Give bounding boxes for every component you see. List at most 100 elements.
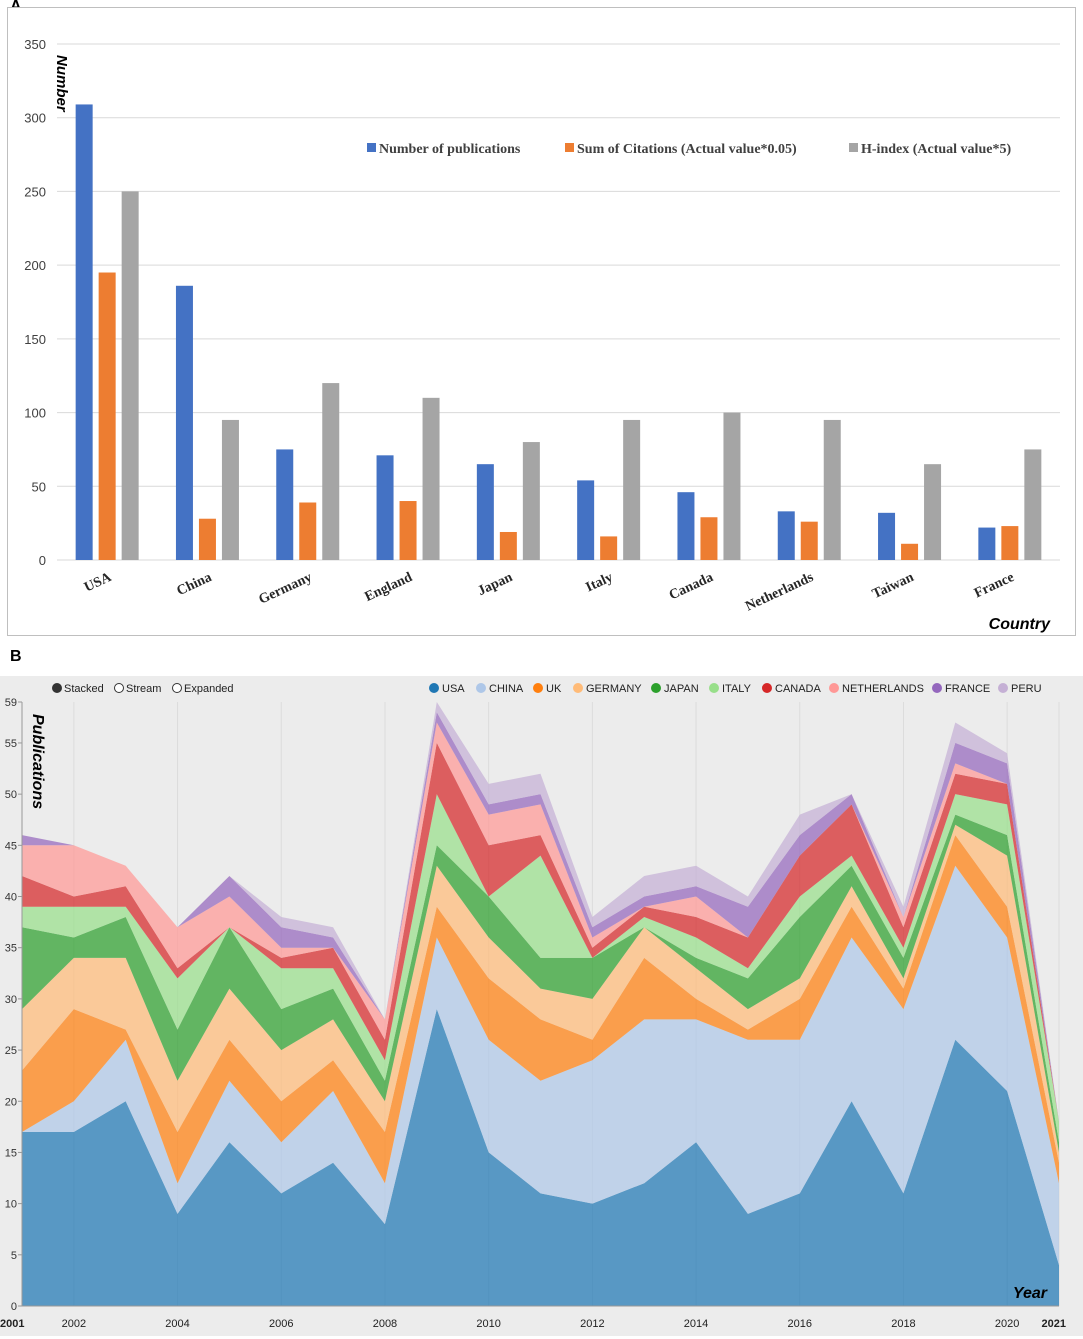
bar-hindex-china (221, 419, 239, 560)
legend-dot-germany[interactable] (573, 683, 583, 693)
legend-label-italy[interactable]: ITALY (722, 683, 752, 695)
y-tick-label: 0 (39, 553, 46, 568)
area-germany[interactable] (22, 824, 1059, 1163)
y-tick-label: 20 (5, 1096, 17, 1108)
y-tick-label: 15 (5, 1147, 17, 1159)
y-tick-label: 5 (11, 1250, 17, 1262)
legend-label-netherlands[interactable]: NETHERLANDS (842, 683, 924, 695)
y-tick-label: 250 (24, 184, 46, 199)
stacked-area-chart: 0 5 10 15 20 25 30 35 40 45 50 55 59 2001 2002 2004 2006… (0, 676, 1083, 1336)
x-tick-label: England (363, 570, 415, 605)
bar-number-netherlands (777, 511, 795, 560)
x-tick-label: 2006 (269, 1318, 293, 1330)
bar-number-japan (476, 464, 494, 560)
mode-label-stacked[interactable]: Stacked (64, 683, 104, 695)
x-tick-label: Italy (584, 570, 616, 595)
bar-hindex-england (422, 397, 440, 560)
x-tick-label: China (175, 570, 214, 599)
bar-sum-italy (600, 536, 618, 560)
x-tick-label: 2012 (580, 1318, 604, 1330)
legend-label-china[interactable]: CHINA (489, 683, 524, 695)
legend-dot-italy[interactable] (709, 683, 719, 693)
area-italy[interactable] (22, 794, 1059, 1143)
x-tick-label: France (972, 570, 1016, 601)
legend-dot-netherlands[interactable] (829, 683, 839, 693)
legend-dot-uk[interactable] (533, 683, 543, 693)
x-tick-label: 2016 (788, 1318, 812, 1330)
y-tick-label: 150 (24, 332, 46, 347)
x-tick-label: Germany (257, 570, 315, 608)
x-tick-label: 2001 (0, 1318, 24, 1330)
bar-sum-germany (299, 502, 317, 560)
y-tick-label: 100 (24, 406, 46, 421)
legend-dot-usa[interactable] (429, 683, 439, 693)
mode-radio-expanded[interactable] (172, 683, 182, 693)
bar-number-usa (75, 104, 93, 561)
legend-label-uk[interactable]: UK (546, 683, 562, 695)
area-china[interactable] (22, 865, 1059, 1266)
legend-label: Number of publications (379, 142, 521, 157)
y-tick-label: 40 (5, 892, 17, 904)
bar-number-germany (276, 449, 294, 560)
y-tick-label: 50 (32, 479, 46, 494)
mode-radio-stream[interactable] (114, 683, 124, 693)
area-netherlands[interactable] (22, 722, 1059, 1122)
area-peru[interactable] (22, 702, 1059, 1122)
bar-number-china (175, 285, 193, 560)
x-tick-label: Netherlands (743, 570, 816, 615)
mode-label-stream[interactable]: Stream (126, 683, 161, 695)
legend-label-germany[interactable]: GERMANY (586, 683, 642, 695)
bar-sum-france (1001, 526, 1019, 560)
mode-label-expanded[interactable]: Expanded (184, 683, 234, 695)
legend-label-canada[interactable]: CANADA (775, 683, 822, 695)
y-tick-label: 300 (24, 111, 46, 126)
x-axis-title: Year (1013, 1285, 1048, 1302)
bar-sum-china (198, 518, 216, 560)
bar-number-france (978, 527, 996, 560)
y-tick-label: 55 (5, 738, 17, 750)
y-tick-label: 35 (5, 943, 17, 955)
bar-hindex-japan (522, 442, 540, 560)
area-japan[interactable] (22, 814, 1059, 1153)
legend-swatch (565, 143, 574, 152)
legend-label-usa[interactable]: USA (442, 683, 465, 695)
legend-dot-france[interactable] (932, 683, 942, 693)
legend-label: H-index (Actual value*5) (861, 142, 1011, 157)
bar-chart: 0 50 100 150 200 250 300 350 USA China Germany Engl… (24, 37, 1060, 633)
legend-dot-peru[interactable] (998, 683, 1008, 693)
y-axis-title: Publications (29, 714, 46, 809)
y-tick-label: 10 (5, 1199, 17, 1211)
bar-number-italy (577, 480, 595, 560)
legend-swatch (849, 143, 858, 152)
bar-sum-england (399, 501, 417, 560)
x-tick-label: USA (82, 570, 115, 596)
bar-hindex-canada (723, 412, 741, 560)
y-tick-label: 50 (5, 789, 17, 801)
bar-hindex-france (1024, 449, 1042, 560)
y-tick-label: 45 (5, 840, 17, 852)
bar-hindex-netherlands (823, 419, 841, 560)
area-canada[interactable] (22, 742, 1059, 1122)
y-tick-label: 30 (5, 994, 17, 1006)
x-axis-title: Country (989, 616, 1051, 633)
x-tick-label: 2004 (165, 1318, 189, 1330)
legend-label: Sum of Citations (Actual value*0.05) (577, 142, 797, 157)
x-tick-label: 2010 (476, 1318, 500, 1330)
panel-b-label: B (10, 648, 22, 665)
bar-number-canada (677, 492, 695, 560)
legend-label-france[interactable]: FRANCE (945, 683, 990, 695)
mode-radio-stacked[interactable] (52, 683, 62, 693)
bar-sum-japan (499, 531, 517, 560)
area-usa[interactable] (22, 1009, 1059, 1306)
bar-sum-taiwan (901, 543, 919, 560)
x-tick-label: 2018 (891, 1318, 915, 1330)
legend-dot-japan[interactable] (651, 683, 661, 693)
x-tick-label: 2014 (684, 1318, 708, 1330)
legend-label-peru[interactable]: PERU (1011, 683, 1042, 695)
legend-label-japan[interactable]: JAPAN (664, 683, 699, 695)
legend-dot-canada[interactable] (762, 683, 772, 693)
bar-hindex-usa (121, 191, 139, 560)
legend-dot-china[interactable] (476, 683, 486, 693)
x-tick-label: 2020 (995, 1318, 1019, 1330)
bar-hindex-italy (623, 419, 641, 560)
